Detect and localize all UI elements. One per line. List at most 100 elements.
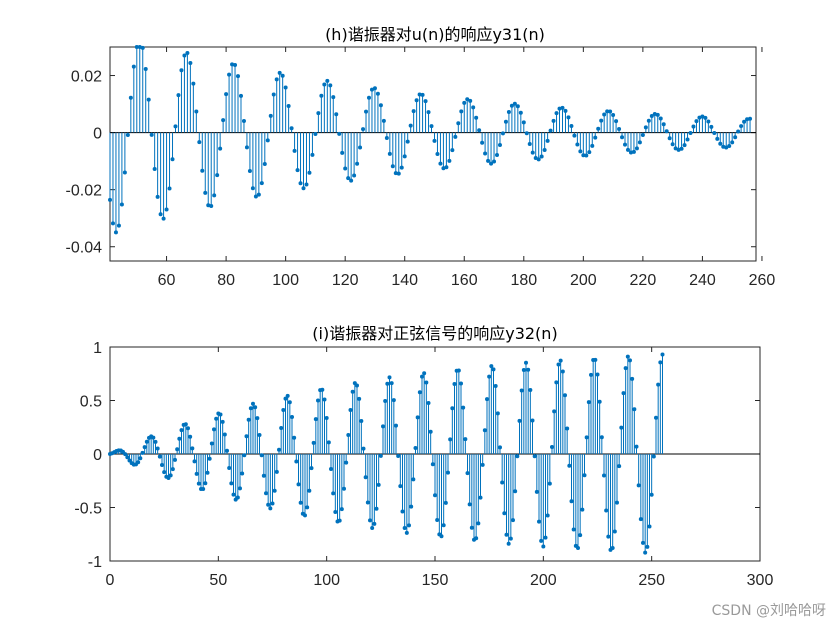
stem-marker-bottom xyxy=(222,432,227,437)
stem-marker-top xyxy=(625,147,630,152)
stem-marker-bottom xyxy=(220,419,225,424)
stem-marker-top xyxy=(236,74,241,79)
stem-marker-bottom xyxy=(539,538,544,543)
stem-marker-bottom xyxy=(612,529,617,534)
stem-marker-bottom xyxy=(361,446,366,451)
stem-marker-top xyxy=(587,150,592,155)
stem-marker-bottom xyxy=(586,400,591,405)
stem-marker-top xyxy=(617,126,622,131)
stem-marker-top xyxy=(358,145,363,150)
stem-marker-bottom xyxy=(162,470,167,475)
stem-marker-bottom xyxy=(519,388,524,393)
stem-marker-bottom xyxy=(645,544,650,549)
stem-marker-bottom xyxy=(565,426,570,431)
stem-marker-bottom xyxy=(621,391,626,396)
stem-marker-top xyxy=(414,98,419,103)
stem-marker-bottom xyxy=(433,493,437,498)
stem-marker-bottom xyxy=(400,509,405,514)
stem-marker-top xyxy=(742,119,747,124)
stem-marker-bottom xyxy=(298,500,303,505)
stem-marker-top xyxy=(572,133,577,138)
stem-marker-top xyxy=(131,64,136,69)
stem-marker-top xyxy=(355,161,360,166)
stem-marker-bottom xyxy=(192,459,197,464)
stem-marker-top xyxy=(679,146,684,151)
stem-marker-top xyxy=(381,118,386,123)
stem-marker-bottom xyxy=(346,432,351,437)
stem-marker-bottom xyxy=(541,544,546,549)
stem-marker-bottom xyxy=(209,441,214,446)
stem-marker-top xyxy=(688,131,693,136)
stem-marker-bottom xyxy=(417,390,422,395)
stem-marker-top xyxy=(408,123,413,128)
stem-marker-bottom xyxy=(463,437,468,442)
stem-marker-bottom xyxy=(235,495,240,500)
stem-marker-top xyxy=(664,129,669,134)
stem-marker-bottom xyxy=(467,502,472,507)
x-tick-label-top: 160 xyxy=(451,272,478,289)
stem-marker-bottom xyxy=(513,489,518,494)
y-tick-label-bottom: -1 xyxy=(88,554,102,571)
y-tick-label-bottom: 0 xyxy=(93,447,102,464)
stem-marker-top xyxy=(670,142,675,147)
stem-marker-bottom xyxy=(537,519,541,524)
stem-marker-top xyxy=(578,149,583,154)
stem-marker-top xyxy=(244,145,249,150)
stem-marker-bottom xyxy=(606,534,611,539)
stem-marker-bottom xyxy=(443,500,448,505)
stem-marker-bottom xyxy=(452,382,457,387)
stem-marker-bottom xyxy=(404,530,409,535)
stem-marker-top xyxy=(250,186,255,191)
stem-marker-top xyxy=(497,143,502,148)
stem-marker-bottom xyxy=(376,482,381,487)
stem-marker-bottom xyxy=(424,380,429,385)
stem-marker-top xyxy=(149,132,154,137)
stem-marker-bottom xyxy=(331,491,336,496)
stem-marker-top xyxy=(304,182,309,187)
stem-marker-bottom xyxy=(649,492,654,497)
stem-marker-bottom xyxy=(641,540,645,545)
stem-marker-bottom xyxy=(413,446,418,451)
stem-marker-bottom xyxy=(242,453,247,458)
stem-marker-bottom xyxy=(264,491,268,496)
stem-marker-top xyxy=(259,181,264,186)
stem-marker-top xyxy=(405,139,410,144)
stem-marker-top xyxy=(265,138,270,143)
stem-marker-bottom xyxy=(660,352,665,357)
x-tick-label-bottom: 300 xyxy=(747,572,774,589)
stem-marker-bottom xyxy=(374,506,379,511)
x-tick-label-top: 100 xyxy=(272,272,299,289)
stem-marker-bottom xyxy=(439,534,444,539)
stem-marker-bottom xyxy=(625,354,630,359)
stem-marker-bottom xyxy=(543,535,548,540)
x-tick-label-bottom: 50 xyxy=(209,572,227,589)
stem-marker-top xyxy=(429,124,434,129)
stem-marker-top xyxy=(399,165,404,170)
stem-marker-bottom xyxy=(160,462,164,467)
stem-marker-top xyxy=(536,157,541,162)
stem-series-bottom xyxy=(108,352,760,555)
stem-marker-top xyxy=(581,153,586,158)
stem-marker-bottom xyxy=(326,440,331,445)
stem-marker-bottom xyxy=(186,426,190,431)
stem-marker-bottom xyxy=(255,416,260,421)
stem-marker-bottom xyxy=(183,422,188,427)
stem-marker-top xyxy=(715,136,720,141)
stem-marker-bottom xyxy=(476,521,481,526)
stem-marker-top xyxy=(468,98,473,103)
stem-marker-bottom xyxy=(168,473,173,478)
stem-marker-bottom xyxy=(615,500,619,505)
stem-marker-top xyxy=(212,193,217,198)
stem-marker-bottom xyxy=(578,533,583,538)
stem-marker-bottom xyxy=(309,466,314,471)
stem-marker-top xyxy=(435,152,440,157)
stem-marker-bottom xyxy=(502,511,507,516)
stem-marker-bottom xyxy=(157,454,162,459)
stem-marker-bottom xyxy=(597,399,602,404)
stem-marker-top xyxy=(637,140,642,145)
stem-marker-top xyxy=(289,126,294,131)
stem-marker-bottom xyxy=(584,435,589,440)
stem-marker-top xyxy=(230,62,235,67)
stem-marker-top xyxy=(730,140,735,145)
stem-marker-bottom xyxy=(554,380,559,385)
